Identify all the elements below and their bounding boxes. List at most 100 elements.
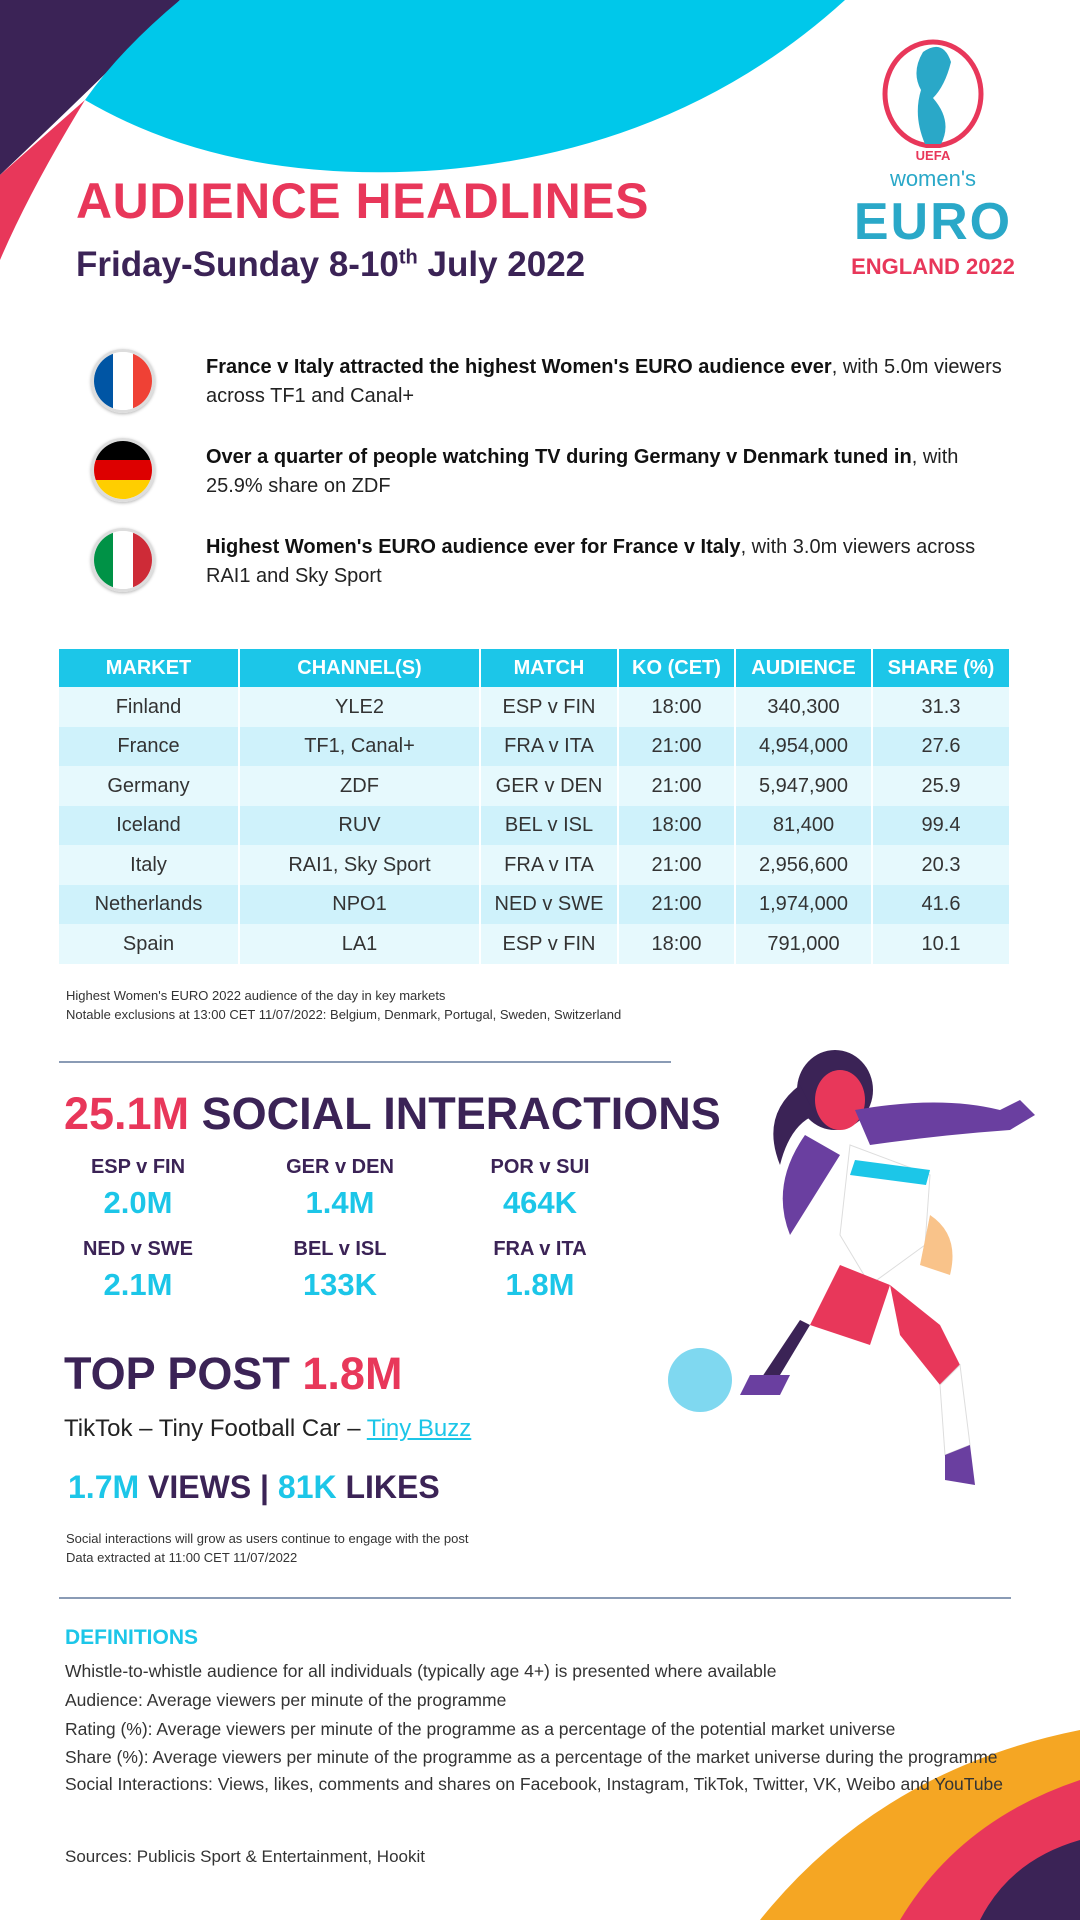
table-cell: 791,000	[735, 924, 873, 964]
divider	[59, 1061, 671, 1063]
table-cell: FRA v ITA	[480, 726, 619, 766]
table-cell: Italy	[59, 845, 240, 885]
table-row: Spain LA1 ESP v FIN 18:00 791,000 10.1	[59, 924, 1009, 964]
audience-table: MARKET CHANNEL(S) MATCH KO (CET) AUDIENC…	[59, 649, 1009, 964]
sources: Sources: Publicis Sport & Entertainment,…	[65, 1847, 425, 1866]
table-cell: 20.3	[872, 845, 1009, 885]
table-cell: Germany	[59, 766, 240, 806]
social-match-value: 2.0M	[103, 1185, 173, 1220]
table-header: MARKET CHANNEL(S) MATCH KO (CET) AUDIENC…	[59, 649, 1009, 687]
col-audience: AUDIENCE	[735, 649, 873, 687]
trophy-icon	[882, 39, 984, 148]
table-cell: NED v SWE	[480, 884, 619, 924]
footballer-illustration	[668, 1050, 1035, 1485]
table-cell: FRA v ITA	[480, 845, 619, 885]
table-cell: ZDF	[239, 766, 481, 806]
social-match-label: ESP v FIN	[90, 1156, 186, 1178]
table-cell: 5,947,900	[735, 766, 873, 806]
table-cell: 21:00	[618, 845, 736, 885]
table-cell: 340,300	[735, 687, 873, 727]
table-cell: GER v DEN	[480, 766, 619, 806]
table-note: Notable exclusions at 13:00 CET 11/07/20…	[66, 1007, 622, 1022]
col-channels: CHANNEL(S)	[239, 649, 481, 687]
date-subtitle: Friday-Sunday 8-10th July 2022	[76, 245, 586, 284]
definition-item: Share (%): Average viewers per minute of…	[65, 1747, 998, 1767]
tiny-buzz-link[interactable]: Tiny Buzz	[366, 1415, 472, 1442]
table-cell: 18:00	[618, 687, 736, 727]
table-cell: NPO1	[239, 884, 481, 924]
table-cell: 4,954,000	[735, 726, 873, 766]
france-flag-icon	[91, 349, 155, 413]
social-match-label: BEL v ISL	[293, 1238, 387, 1260]
table-cell: 27.6	[872, 726, 1009, 766]
top-post-desc: TikTok – Tiny Football Car – Tiny Buzz	[64, 1415, 472, 1442]
table-cell: 21:00	[618, 726, 736, 766]
table-cell: TF1, Canal+	[239, 726, 481, 766]
table-cell: 41.6	[872, 884, 1009, 924]
col-match: MATCH	[480, 649, 619, 687]
table-cell: 18:00	[618, 805, 736, 845]
divider	[59, 1597, 1011, 1599]
table-cell: 18:00	[618, 924, 736, 964]
social-match-value: 2.1M	[103, 1267, 173, 1302]
table-cell: 31.3	[872, 687, 1009, 727]
social-note: Social interactions will grow as users c…	[66, 1531, 469, 1546]
table-row: Finland YLE2 ESP v FIN 18:00 340,300 31.3	[59, 687, 1009, 727]
social-match-label: NED v SWE	[82, 1238, 194, 1260]
page-title: AUDIENCE HEADLINES	[76, 173, 649, 229]
table-cell: ESP v FIN	[480, 687, 619, 727]
womens-euro-logo: UEFA women's EURO ENGLAND 2022	[833, 36, 1033, 296]
header-decoration	[0, 0, 845, 260]
table-cell: 10.1	[872, 924, 1009, 964]
table-row: Netherlands NPO1 NED v SWE 21:00 1,974,000 41…	[59, 884, 1009, 924]
social-match-label: POR v SUI	[490, 1156, 590, 1178]
headline-germany: Over a quarter of people watching TV dur…	[206, 446, 959, 497]
definition-item: Audience: Average viewers per minute of …	[65, 1690, 507, 1710]
col-market: MARKET	[59, 649, 240, 687]
definition-item: Social Interactions: Views, likes, comme…	[65, 1774, 1004, 1794]
social-match-label: FRA v ITA	[493, 1238, 587, 1260]
table-cell: BEL v ISL	[480, 805, 619, 845]
social-title: 25.1M SOCIAL INTERACTIONS	[64, 1088, 721, 1139]
table-cell: YLE2	[239, 687, 481, 727]
table-row: Germany ZDF GER v DEN 21:00 5,947,900 25.9	[59, 766, 1009, 806]
table-cell: ESP v FIN	[480, 924, 619, 964]
table-cell: 81,400	[735, 805, 873, 845]
col-share: SHARE (%)	[872, 649, 1009, 687]
social-match-value: 1.4M	[305, 1185, 375, 1220]
social-match-value: 133K	[302, 1267, 378, 1302]
table-cell: 21:00	[618, 766, 736, 806]
table-cell: 1,974,000	[735, 884, 873, 924]
table-cell: LA1	[239, 924, 481, 964]
definition-item: Whistle-to-whistle audience for all indi…	[65, 1661, 777, 1681]
italy-flag-icon	[91, 528, 155, 592]
germany-flag-icon	[91, 438, 155, 502]
table-cell: Spain	[59, 924, 240, 964]
table-note: Highest Women's EURO 2022 audience of th…	[66, 988, 446, 1003]
table-cell: 21:00	[618, 884, 736, 924]
corner-decoration	[760, 1730, 1080, 1920]
table-cell: RAI1, Sky Sport	[239, 845, 481, 885]
table-cell: 99.4	[872, 805, 1009, 845]
table-row: France TF1, Canal+ FRA v ITA 21:00 4,954,000…	[59, 726, 1009, 766]
top-post-title: TOP POST 1.8M	[64, 1348, 403, 1399]
definition-item: Rating (%): Average viewers per minute o…	[65, 1719, 896, 1739]
table-cell: Netherlands	[59, 884, 240, 924]
definitions-title: DEFINITIONS	[65, 1626, 199, 1649]
social-note: Data extracted at 11:00 CET 11/07/2022	[66, 1550, 298, 1565]
headline-france: France v Italy attracted the highest Wom…	[206, 356, 1002, 407]
social-match-label: GER v DEN	[286, 1156, 394, 1178]
table-row: Iceland RUV BEL v ISL 18:00 81,400 99.4	[59, 805, 1009, 845]
headline-italy: Highest Women's EURO audience ever for F…	[206, 536, 976, 587]
table-cell: 25.9	[872, 766, 1009, 806]
table-cell: Iceland	[59, 805, 240, 845]
col-ko: KO (CET)	[618, 649, 736, 687]
table-row: Italy RAI1, Sky Sport FRA v ITA 21:00 2,956,…	[59, 845, 1009, 885]
table-cell: Finland	[59, 687, 240, 727]
table-cell: France	[59, 726, 240, 766]
top-post-stats: 1.7M VIEWS | 81K LIKES	[68, 1469, 440, 1505]
table-cell: 2,956,600	[735, 845, 873, 885]
social-match-value: 464K	[502, 1185, 578, 1220]
table-cell: RUV	[239, 805, 481, 845]
social-match-value: 1.8M	[505, 1267, 575, 1302]
